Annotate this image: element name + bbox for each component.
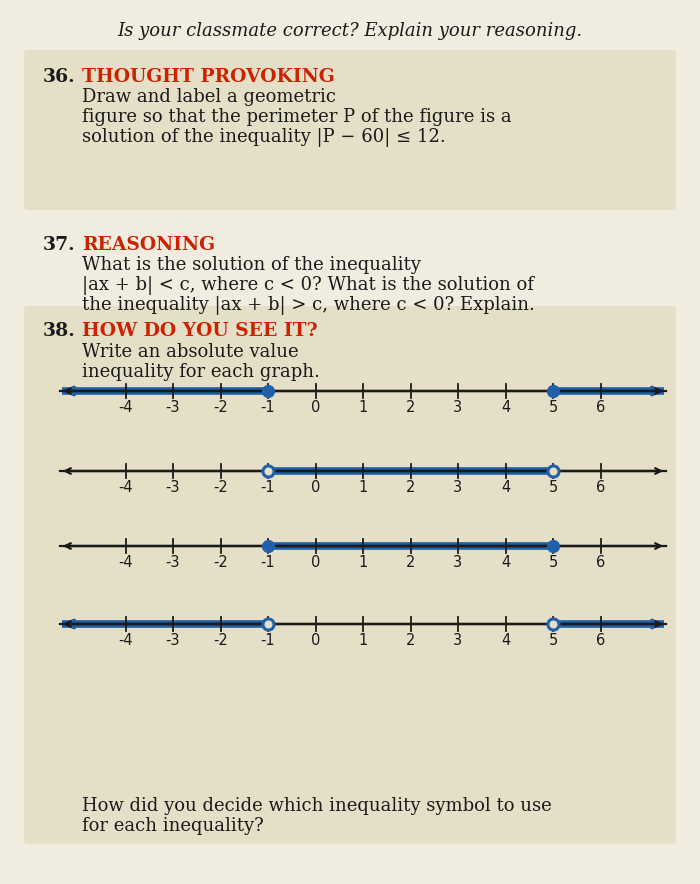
Text: 4: 4 — [501, 480, 510, 495]
Text: How did you decide which inequality symbol to use: How did you decide which inequality symb… — [82, 797, 552, 815]
FancyBboxPatch shape — [24, 306, 676, 844]
Text: -4: -4 — [118, 633, 133, 648]
Text: 2: 2 — [406, 480, 415, 495]
Text: 6: 6 — [596, 633, 605, 648]
Text: 3: 3 — [454, 633, 463, 648]
Text: 4: 4 — [501, 555, 510, 570]
Text: -1: -1 — [260, 555, 275, 570]
Text: for each inequality?: for each inequality? — [82, 817, 264, 835]
Text: figure so that the perimeter P of the figure is a: figure so that the perimeter P of the fi… — [82, 108, 512, 126]
Text: -3: -3 — [166, 400, 181, 415]
Text: 2: 2 — [406, 633, 415, 648]
Text: 2: 2 — [406, 400, 415, 415]
Text: 6: 6 — [596, 400, 605, 415]
Text: 4: 4 — [501, 633, 510, 648]
Text: REASONING: REASONING — [82, 236, 215, 254]
Text: THOUGHT PROVOKING: THOUGHT PROVOKING — [82, 68, 335, 86]
Text: Draw and label a geometric: Draw and label a geometric — [82, 88, 336, 106]
Text: 3: 3 — [454, 400, 463, 415]
Text: 0: 0 — [311, 555, 320, 570]
Text: Is your classmate correct? Explain your reasoning.: Is your classmate correct? Explain your … — [118, 22, 582, 40]
Text: 37.: 37. — [43, 236, 76, 254]
Text: -3: -3 — [166, 555, 181, 570]
Text: 1: 1 — [358, 480, 368, 495]
Text: 38.: 38. — [43, 322, 76, 340]
Text: 1: 1 — [358, 633, 368, 648]
Text: -1: -1 — [260, 633, 275, 648]
Text: Write an absolute value: Write an absolute value — [82, 343, 299, 361]
Text: 5: 5 — [548, 400, 558, 415]
Text: -3: -3 — [166, 480, 181, 495]
Text: -2: -2 — [213, 633, 228, 648]
Text: -4: -4 — [118, 555, 133, 570]
Text: 3: 3 — [454, 480, 463, 495]
Text: 6: 6 — [596, 480, 605, 495]
FancyBboxPatch shape — [24, 50, 676, 210]
Text: -4: -4 — [118, 480, 133, 495]
Text: 1: 1 — [358, 400, 368, 415]
Text: 5: 5 — [548, 555, 558, 570]
Text: -3: -3 — [166, 633, 181, 648]
Text: -2: -2 — [213, 480, 228, 495]
Text: What is the solution of the inequality: What is the solution of the inequality — [82, 256, 421, 274]
Text: 0: 0 — [311, 633, 320, 648]
Text: inequality for each graph.: inequality for each graph. — [82, 363, 320, 381]
Text: 0: 0 — [311, 400, 320, 415]
Text: 0: 0 — [311, 480, 320, 495]
Text: 4: 4 — [501, 400, 510, 415]
Text: -1: -1 — [260, 400, 275, 415]
Text: -1: -1 — [260, 480, 275, 495]
Text: -2: -2 — [213, 400, 228, 415]
Text: HOW DO YOU SEE IT?: HOW DO YOU SEE IT? — [82, 322, 318, 340]
Text: the inequality |ax + b| > c, where c < 0? Explain.: the inequality |ax + b| > c, where c < 0… — [82, 296, 535, 315]
Text: -4: -4 — [118, 400, 133, 415]
Text: 36.: 36. — [43, 68, 76, 86]
Text: -2: -2 — [213, 555, 228, 570]
Text: |ax + b| < c, where c < 0? What is the solution of: |ax + b| < c, where c < 0? What is the s… — [82, 276, 534, 295]
Text: solution of the inequality |P − 60| ≤ 12.: solution of the inequality |P − 60| ≤ 12… — [82, 128, 446, 147]
Text: 3: 3 — [454, 555, 463, 570]
Text: 1: 1 — [358, 555, 368, 570]
Text: 5: 5 — [548, 480, 558, 495]
Text: 2: 2 — [406, 555, 415, 570]
Text: 5: 5 — [548, 633, 558, 648]
Text: 6: 6 — [596, 555, 605, 570]
